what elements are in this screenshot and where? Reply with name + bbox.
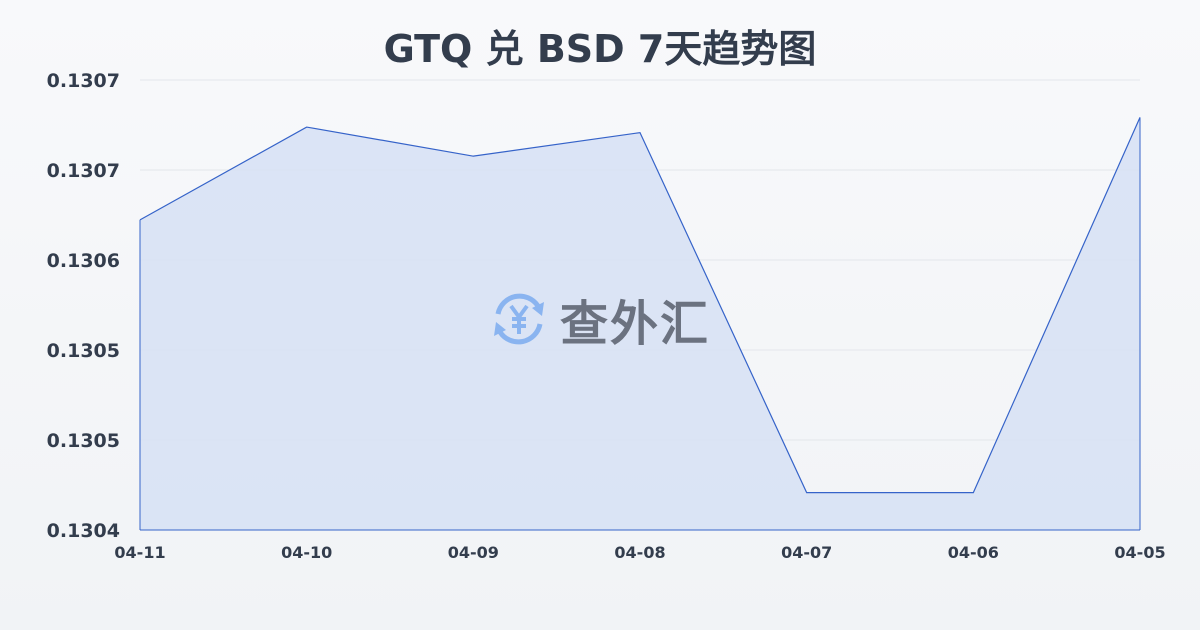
y-tick-label: 0.1304 <box>47 520 120 542</box>
x-tick-label: 04-06 <box>948 543 999 562</box>
x-tick-label: 04-07 <box>781 543 832 562</box>
y-tick-label: 0.1307 <box>47 70 120 92</box>
yen-exchange-icon <box>494 293 544 345</box>
x-tick-label: 04-08 <box>614 543 665 562</box>
y-tick-label: 0.1305 <box>47 340 120 362</box>
area-fill <box>140 117 1140 530</box>
chart-title: GTQ 兑 BSD 7天趋势图 <box>383 27 817 71</box>
y-tick-label: 0.1305 <box>47 430 120 452</box>
x-tick-label: 04-11 <box>114 543 165 562</box>
x-tick-label: 04-09 <box>448 543 499 562</box>
y-tick-label: 0.1307 <box>47 160 120 182</box>
watermark: 查外汇 <box>488 284 710 354</box>
x-tick-label: 04-05 <box>1114 543 1165 562</box>
x-tick-label: 04-10 <box>281 543 332 562</box>
watermark-text: 查外汇 <box>560 296 711 352</box>
y-tick-label: 0.1306 <box>47 250 120 272</box>
